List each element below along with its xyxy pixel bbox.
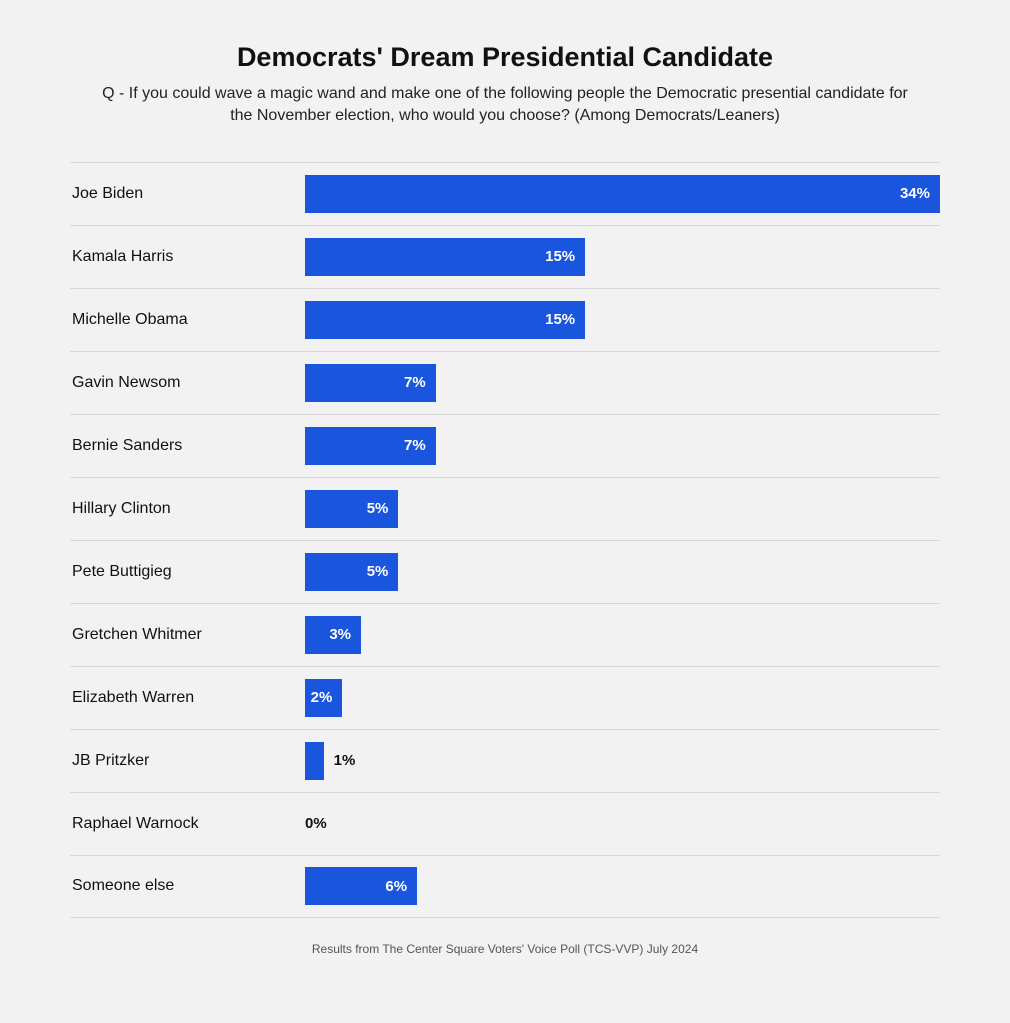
bar: 5%	[305, 490, 398, 528]
bar-value: 7%	[404, 437, 426, 454]
bar-area: 7%	[305, 364, 940, 402]
bar: 6%	[305, 867, 417, 905]
bar: 7%	[305, 364, 436, 402]
bar-value: 1%	[334, 752, 356, 769]
table-row: Someone else 6%	[70, 855, 940, 918]
table-row: Kamala Harris 15%	[70, 225, 940, 288]
bar-area: 1%	[305, 742, 940, 780]
bar-area: 3%	[305, 616, 940, 654]
bar-value: 3%	[329, 626, 351, 643]
table-row: Bernie Sanders 7%	[70, 414, 940, 477]
row-label: Joe Biden	[70, 185, 305, 203]
bar: 5%	[305, 553, 398, 591]
row-label: Michelle Obama	[70, 311, 305, 329]
table-row: Gretchen Whitmer 3%	[70, 603, 940, 666]
table-row: Pete Buttigieg 5%	[70, 540, 940, 603]
table-row: Elizabeth Warren 2%	[70, 666, 940, 729]
table-row: Gavin Newsom 7%	[70, 351, 940, 414]
bar	[305, 742, 324, 780]
bar-value: 15%	[545, 311, 575, 328]
bar-value: 6%	[385, 878, 407, 895]
bar-area: 7%	[305, 427, 940, 465]
bar-area: 5%	[305, 490, 940, 528]
table-row: Raphael Warnock0%	[70, 792, 940, 855]
bar-value: 2%	[311, 689, 333, 706]
bar-area: 0%	[305, 805, 940, 843]
bar-value: 34%	[900, 185, 930, 202]
row-label: Bernie Sanders	[70, 437, 305, 455]
bar-value: 5%	[367, 563, 389, 580]
chart-title: Democrats' Dream Presidential Candidate	[70, 42, 940, 73]
bar: 7%	[305, 427, 436, 465]
bar-value: 7%	[404, 374, 426, 391]
row-label: JB Pritzker	[70, 752, 305, 770]
bar-area: 6%	[305, 867, 940, 905]
bar: 2%	[305, 679, 342, 717]
row-label: Pete Buttigieg	[70, 563, 305, 581]
row-label: Hillary Clinton	[70, 500, 305, 518]
row-label: Someone else	[70, 877, 305, 895]
chart-subtitle: Q - If you could wave a magic wand and m…	[95, 83, 915, 128]
bar-value: 5%	[367, 500, 389, 517]
row-label: Raphael Warnock	[70, 815, 305, 833]
chart-container: Democrats' Dream Presidential Candidate …	[0, 0, 1010, 956]
row-label: Gretchen Whitmer	[70, 626, 305, 644]
table-row: Michelle Obama 15%	[70, 288, 940, 351]
bar: 3%	[305, 616, 361, 654]
bar: 15%	[305, 238, 585, 276]
table-row: JB Pritzker 1%	[70, 729, 940, 792]
bar-area: 5%	[305, 553, 940, 591]
row-label: Gavin Newsom	[70, 374, 305, 392]
bar-chart: Joe Biden34%Kamala Harris15%Michelle Oba…	[70, 162, 940, 918]
bar-area: 15%	[305, 301, 940, 339]
bar-value: 0%	[305, 815, 327, 832]
bar-area: 2%	[305, 679, 940, 717]
bar-value: 15%	[545, 248, 575, 265]
bar-area: 34%	[305, 175, 940, 213]
chart-footer: Results from The Center Square Voters' V…	[70, 942, 940, 956]
bar: 34%	[305, 175, 940, 213]
bar: 15%	[305, 301, 585, 339]
table-row: Joe Biden 34%	[70, 162, 940, 225]
table-row: Hillary Clinton 5%	[70, 477, 940, 540]
row-label: Elizabeth Warren	[70, 689, 305, 707]
bar-area: 15%	[305, 238, 940, 276]
row-label: Kamala Harris	[70, 248, 305, 266]
